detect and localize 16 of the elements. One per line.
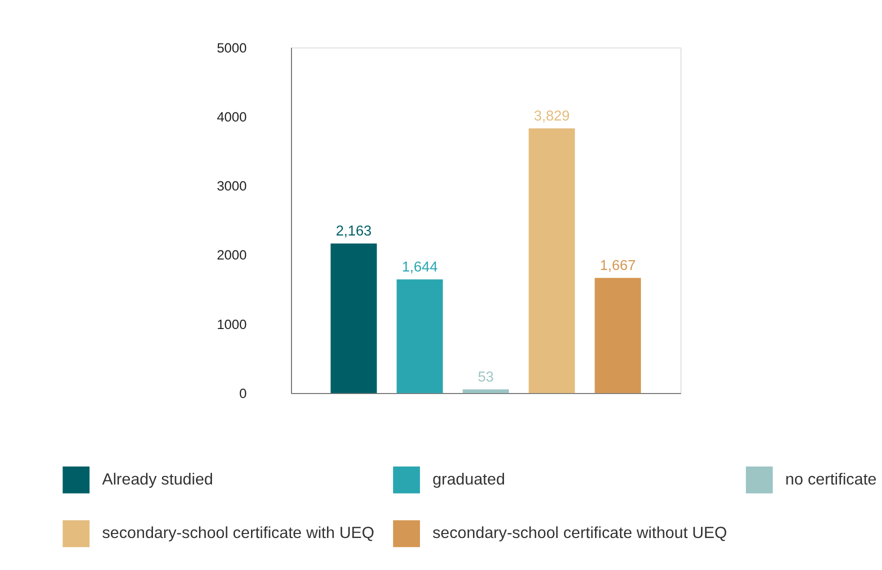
y-tick-label: 3000 [216,178,247,194]
legend-label: secondary-school certificate without UEQ [432,524,728,542]
legend-label: no certificate [785,470,877,488]
legend-label: graduated [432,470,506,488]
data-label: 1,667 [600,258,636,274]
y-tick-label: 2000 [216,248,247,263]
data-label: 1,644 [402,259,438,276]
y-tick-label: 1000 [216,316,247,332]
y-tick-label: 5000 [216,40,247,56]
data-label: 3,829 [534,108,570,124]
legend-label: secondary-school certificate with UEQ [102,524,374,542]
y-tick-label: 4000 [216,109,247,124]
legend-label: Already studied [102,470,214,488]
data-label: 53 [478,369,494,386]
data-label: 2,163 [336,224,372,240]
y-tick-label: 0 [239,386,247,402]
